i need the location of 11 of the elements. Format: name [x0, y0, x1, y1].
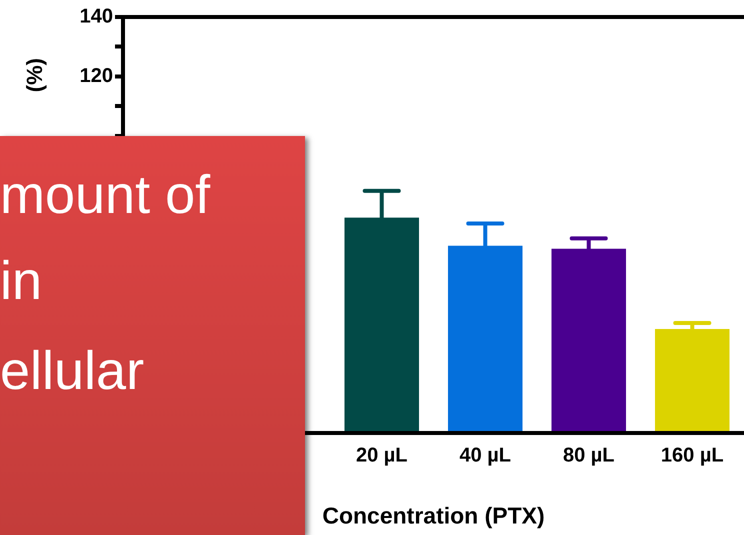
x-tick-label: 80 µL: [562, 444, 615, 467]
x-tick-label: 40 µL: [459, 444, 512, 467]
annotation: ellular: [0, 341, 144, 401]
x-tick-label: 20 µL: [356, 444, 408, 467]
x-axis-title: Concentration (PTX): [322, 502, 545, 529]
annotation: mount of: [0, 165, 210, 225]
callout-box: mount of in ellular: [0, 136, 305, 535]
y-axis-title: (%): [22, 58, 47, 92]
y-tick-label: 120: [80, 64, 113, 87]
y-tick-label: 140: [80, 6, 113, 28]
x-tick-label: 160 µL: [660, 444, 724, 467]
